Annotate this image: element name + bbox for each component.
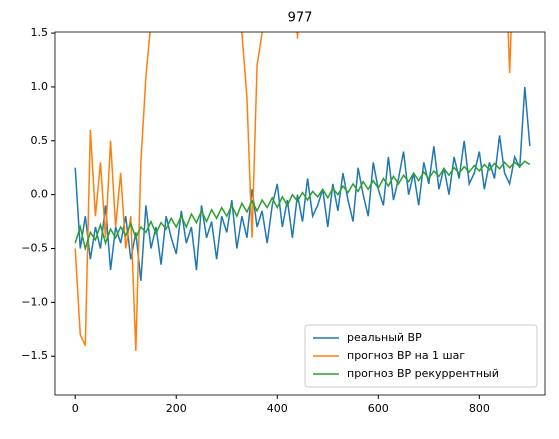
x-tick-label: 800	[469, 402, 490, 415]
y-tick-label: 0.0	[31, 188, 49, 201]
series-line	[74, 86, 531, 281]
legend-label: прогноз ВР на 1 шаг	[347, 349, 465, 362]
chart-title: 977	[288, 11, 313, 26]
y-tick-label: −1.0	[21, 295, 48, 308]
y-tick-label: −0.5	[21, 242, 48, 255]
y-tick-label: −1.5	[21, 349, 48, 362]
y-tick-label: 0.5	[31, 134, 49, 147]
legend-box	[304, 324, 538, 388]
x-tick-label: 0	[72, 402, 79, 415]
x-tick-label: 200	[166, 402, 187, 415]
legend-label: прогноз ВР рекуррентный	[347, 367, 499, 380]
y-tick-label: 1.5	[31, 26, 49, 39]
y-tick-label: 1.0	[31, 80, 49, 93]
x-tick-label: 400	[267, 402, 288, 415]
axes-frame	[54, 31, 546, 396]
x-tick-label: 600	[368, 402, 389, 415]
plot-area	[74, 32, 531, 351]
series-line	[74, 32, 512, 351]
series-line	[74, 160, 531, 252]
legend-label: реальный ВР	[347, 331, 422, 344]
